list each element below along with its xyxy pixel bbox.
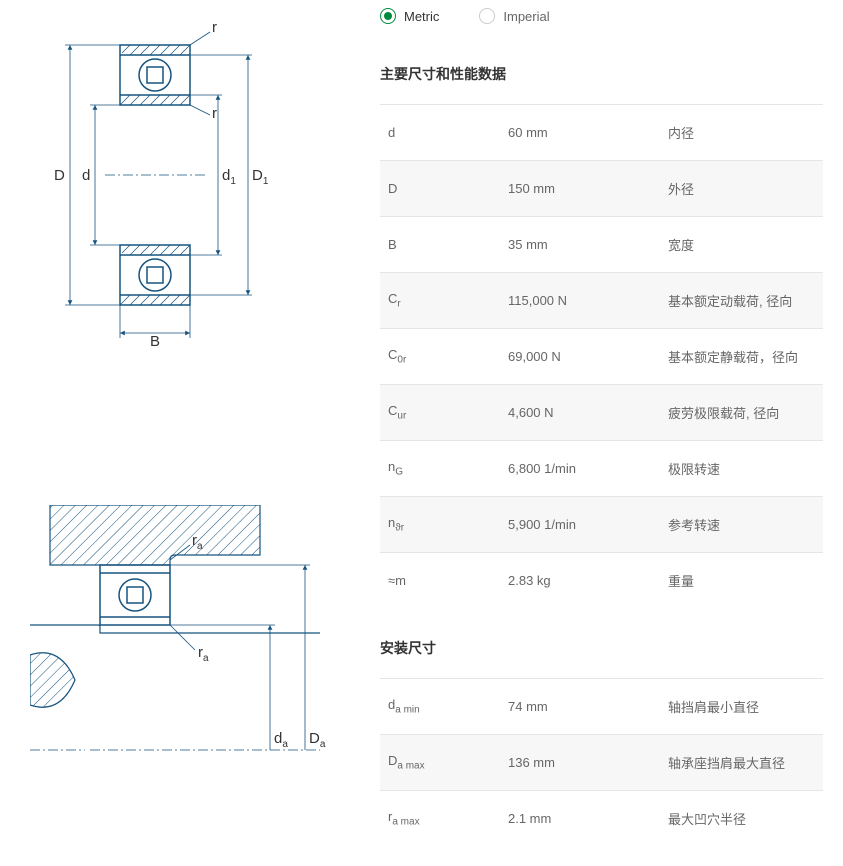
spec-symbol: Cur	[380, 385, 500, 441]
spec-value: 136 mm	[500, 735, 660, 791]
spec-value: 2.83 kg	[500, 553, 660, 609]
label-ra2: ra	[198, 644, 209, 664]
table-row: B35 mm宽度	[380, 217, 823, 273]
label-r2: r	[212, 105, 217, 122]
label-da: da	[274, 730, 288, 750]
spec-desc: 外径	[660, 161, 823, 217]
table-row: ra max2.1 mm最大凹穴半径	[380, 791, 823, 847]
spec-desc: 基本额定动载荷, 径向	[660, 273, 823, 329]
section-heading-main: 主要尺寸和性能数据	[380, 64, 823, 84]
main-specs-table: d60 mm内径D150 mm外径B35 mm宽度Cr115,000 N基本额定…	[380, 104, 823, 608]
spec-desc: 基本额定静载荷，径向	[660, 329, 823, 385]
spec-symbol: ra max	[380, 791, 500, 847]
spec-desc: 宽度	[660, 217, 823, 273]
label-r1: r	[212, 20, 217, 36]
spec-desc: 重量	[660, 553, 823, 609]
label-D1: D1	[252, 167, 269, 187]
label-Da: Da	[309, 730, 326, 750]
table-row: Da max136 mm轴承座挡肩最大直径	[380, 735, 823, 791]
spec-value: 115,000 N	[500, 273, 660, 329]
spec-value: 2.1 mm	[500, 791, 660, 847]
spec-value: 35 mm	[500, 217, 660, 273]
spec-desc: 疲劳极限载荷, 径向	[660, 385, 823, 441]
radio-icon	[380, 8, 396, 24]
spec-symbol: nG	[380, 441, 500, 497]
section-heading-mounting: 安装尺寸	[380, 638, 823, 658]
spec-desc: 轴挡肩最小直径	[660, 679, 823, 735]
radio-label-imperial: Imperial	[503, 9, 549, 24]
radio-imperial[interactable]: Imperial	[479, 8, 549, 24]
spec-value: 4,600 N	[500, 385, 660, 441]
label-d1: d1	[222, 167, 236, 187]
spec-symbol: ≈m	[380, 553, 500, 609]
bearing-diagram-mounting: ra ra da Da	[30, 505, 330, 790]
table-row: nG6,800 1/min极限转速	[380, 441, 823, 497]
table-row: d60 mm内径	[380, 105, 823, 161]
table-row: da min74 mm轴挡肩最小直径	[380, 679, 823, 735]
diagrams-column: D d r r d1 D1 B	[0, 0, 360, 866]
spec-desc: 轴承座挡肩最大直径	[660, 735, 823, 791]
label-D: D	[54, 167, 65, 184]
radio-metric[interactable]: Metric	[380, 8, 439, 24]
spec-symbol: Da max	[380, 735, 500, 791]
radio-label-metric: Metric	[404, 9, 439, 24]
table-row: D150 mm外径	[380, 161, 823, 217]
spec-desc: 参考转速	[660, 497, 823, 553]
table-row: nϑr5,900 1/min参考转速	[380, 497, 823, 553]
spec-desc: 内径	[660, 105, 823, 161]
spec-desc: 极限转速	[660, 441, 823, 497]
spec-value: 69,000 N	[500, 329, 660, 385]
spec-value: 150 mm	[500, 161, 660, 217]
table-row: ≈m2.83 kg重量	[380, 553, 823, 609]
label-B: B	[150, 333, 160, 350]
spec-symbol: nϑr	[380, 497, 500, 553]
bearing-diagram-main: D d r r d1 D1 B	[30, 20, 330, 355]
unit-selector: Metric Imperial	[380, 8, 823, 24]
spec-symbol: d	[380, 105, 500, 161]
spec-symbol: D	[380, 161, 500, 217]
radio-icon	[479, 8, 495, 24]
mounting-specs-table: da min74 mm轴挡肩最小直径Da max136 mm轴承座挡肩最大直径r…	[380, 678, 823, 846]
spec-value: 6,800 1/min	[500, 441, 660, 497]
spec-symbol: B	[380, 217, 500, 273]
spec-value: 5,900 1/min	[500, 497, 660, 553]
spec-value: 74 mm	[500, 679, 660, 735]
table-row: Cur4,600 N疲劳极限载荷, 径向	[380, 385, 823, 441]
table-row: C0r69,000 N基本额定静载荷，径向	[380, 329, 823, 385]
spec-value: 60 mm	[500, 105, 660, 161]
label-d: d	[82, 167, 90, 184]
spec-symbol: Cr	[380, 273, 500, 329]
specs-column: Metric Imperial 主要尺寸和性能数据 d60 mm内径D150 m…	[360, 0, 843, 866]
spec-desc: 最大凹穴半径	[660, 791, 823, 847]
table-row: Cr115,000 N基本额定动载荷, 径向	[380, 273, 823, 329]
spec-symbol: da min	[380, 679, 500, 735]
spec-symbol: C0r	[380, 329, 500, 385]
